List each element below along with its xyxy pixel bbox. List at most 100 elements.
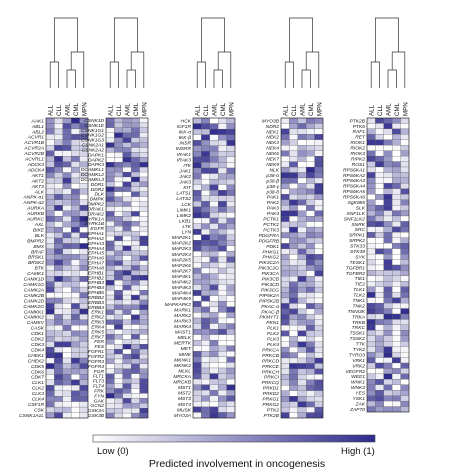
heatmap-cell — [375, 308, 384, 315]
heatmap-cell — [114, 275, 123, 281]
heatmap-cell — [139, 378, 149, 384]
row-label: SNRK — [351, 222, 365, 228]
row-label: AURKC — [26, 217, 45, 223]
heatmap-cell — [383, 183, 393, 189]
heatmap-cell — [297, 145, 307, 151]
heatmap-cell — [54, 303, 63, 310]
row-label: CHEK1 — [28, 353, 45, 359]
row-label: p38-γ — [266, 184, 280, 190]
heatmap-cell — [79, 374, 89, 380]
heatmap-cell — [114, 127, 123, 133]
heatmap-cell — [218, 356, 227, 363]
row-label: EPHA7 — [88, 261, 104, 267]
heatmap-cell — [114, 314, 123, 320]
heatmap-cell — [131, 127, 140, 133]
row-label: PRKCA — [262, 347, 279, 353]
heatmap-cell — [209, 390, 219, 396]
row-label: NEK9 — [266, 162, 279, 168]
heatmap-cell — [62, 292, 72, 299]
heatmap-cell — [392, 123, 401, 130]
heatmap-cell — [400, 297, 410, 304]
heatmap-cell — [122, 167, 132, 173]
row-label: WNK3 — [351, 385, 365, 391]
heatmap-cell — [400, 357, 410, 364]
row-label: YES — [355, 391, 366, 397]
heatmap-cell — [62, 205, 72, 211]
heatmap-cell — [383, 145, 393, 151]
column-label-cml: CML — [308, 102, 315, 116]
heatmap-cell — [131, 398, 140, 404]
row-label: CSNK1A1L — [19, 413, 44, 419]
row-label: ADCK3 — [27, 162, 45, 168]
heatmap-cell — [54, 265, 63, 271]
heatmap-cell — [366, 123, 376, 130]
row-label: TIE2 — [355, 282, 366, 288]
heatmap-cell — [226, 290, 236, 296]
heatmap-cell — [209, 362, 219, 369]
row-label: RIOK3 — [350, 151, 365, 157]
row-label: TNK2 — [352, 303, 365, 309]
heatmap-cell — [79, 161, 89, 168]
row-label: NEK3 — [266, 140, 279, 146]
heatmap-cell — [62, 336, 72, 342]
heatmap-cell — [289, 314, 298, 320]
heatmap-cell — [383, 330, 393, 336]
heatmap-cell — [280, 336, 290, 342]
row-label: CDK6 — [31, 369, 44, 375]
heatmap-cell — [79, 341, 89, 348]
heatmap-cell — [201, 340, 210, 346]
heatmap-cell — [114, 349, 123, 355]
heatmap-cell — [71, 248, 80, 255]
heatmap-cell — [192, 156, 202, 163]
heatmap-cell — [131, 181, 140, 187]
heatmap-cell — [289, 341, 298, 348]
row-label: MARK3 — [174, 318, 191, 324]
heatmap-cell — [45, 237, 55, 244]
heatmap-cell — [218, 401, 227, 408]
heatmap-cell — [314, 156, 324, 162]
heatmap-cell — [383, 188, 393, 195]
heatmap-cell — [79, 237, 89, 244]
heatmap-cell — [131, 339, 140, 345]
heatmap-cell — [131, 132, 140, 138]
row-label: EPHA2 — [88, 236, 104, 242]
heatmap-cell — [218, 217, 227, 224]
heatmap-cell — [122, 186, 132, 192]
row-label: ACVR1B — [23, 140, 44, 146]
heatmap-cell — [314, 368, 324, 375]
row-label: PRKD1 — [263, 386, 280, 392]
row-label: CSNK2A1 — [82, 143, 105, 149]
heatmap-cell — [122, 378, 132, 384]
heatmap-cell — [375, 319, 384, 326]
heatmap-cell — [79, 292, 89, 299]
heatmap-cell — [62, 363, 72, 370]
heatmap-cell — [297, 281, 307, 288]
heatmap-cell — [400, 123, 410, 130]
heatmap-cell — [71, 314, 80, 320]
heatmap-cell — [306, 368, 315, 375]
heatmap-cell — [79, 357, 89, 364]
heatmap-cell — [314, 401, 324, 408]
row-label: CSF1R — [28, 402, 45, 408]
heatmap-cell — [192, 178, 202, 185]
heatmap-cell — [297, 150, 307, 157]
heatmap-cell — [289, 265, 298, 271]
heatmap-cell — [280, 128, 290, 135]
heatmap-cell — [114, 250, 123, 256]
heatmap-cell — [226, 362, 236, 369]
heatmap-cell — [114, 147, 123, 153]
heatmap-cell — [62, 265, 72, 271]
heatmap-cell — [366, 150, 376, 157]
heatmap-cell — [71, 265, 80, 271]
heatmap-cell — [122, 358, 132, 365]
heatmap-cell — [71, 368, 80, 375]
colorbar-high-label: High (1) — [341, 446, 375, 457]
heatmap-cell — [218, 145, 227, 152]
heatmap-cell — [375, 221, 384, 228]
heatmap-cell — [139, 240, 149, 246]
row-label: DCAMKL2 — [81, 172, 104, 178]
heatmap-cell — [366, 308, 376, 315]
heatmap-cell — [383, 384, 393, 391]
heatmap-cell — [400, 221, 410, 228]
